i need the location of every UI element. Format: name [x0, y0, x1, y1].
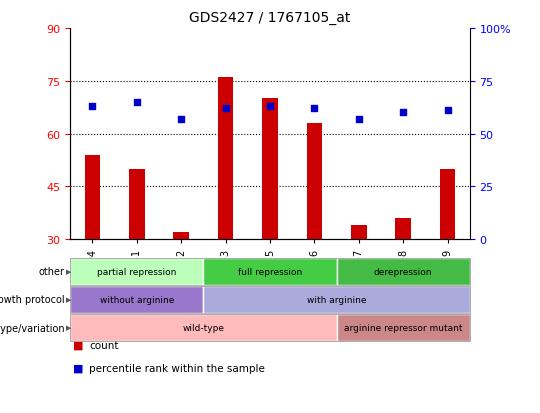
Bar	[351, 225, 367, 240]
Text: without arginine: without arginine	[99, 295, 174, 304]
Text: ■: ■	[73, 340, 83, 350]
Point	[88, 104, 97, 110]
Bar	[307, 124, 322, 240]
Text: other: other	[39, 266, 65, 277]
Text: wild-type: wild-type	[183, 323, 225, 332]
Bar	[173, 233, 189, 240]
Text: ■: ■	[73, 363, 83, 373]
Point	[177, 116, 186, 123]
Text: genotype/variation: genotype/variation	[0, 323, 65, 333]
Text: arginine repressor mutant: arginine repressor mutant	[344, 323, 462, 332]
Text: ▶: ▶	[66, 268, 71, 275]
Bar	[395, 218, 411, 240]
Point	[132, 100, 141, 106]
Point	[399, 110, 408, 116]
Text: with arginine: with arginine	[307, 295, 366, 304]
Bar	[440, 169, 455, 240]
Title: GDS2427 / 1767105_at: GDS2427 / 1767105_at	[190, 11, 350, 25]
Text: derepression: derepression	[374, 267, 433, 276]
Text: full repression: full repression	[238, 267, 302, 276]
Text: partial repression: partial repression	[97, 267, 177, 276]
Point	[443, 108, 452, 114]
Text: ▶: ▶	[66, 297, 71, 303]
Bar	[85, 155, 100, 240]
Text: count: count	[89, 340, 119, 350]
Bar	[218, 78, 233, 240]
Text: growth protocol: growth protocol	[0, 294, 65, 305]
Text: percentile rank within the sample: percentile rank within the sample	[89, 363, 265, 373]
Point	[221, 106, 230, 112]
Point	[354, 116, 363, 123]
Point	[266, 104, 274, 110]
Text: ▶: ▶	[66, 325, 71, 331]
Bar	[129, 169, 145, 240]
Bar	[262, 99, 278, 240]
Point	[310, 106, 319, 112]
